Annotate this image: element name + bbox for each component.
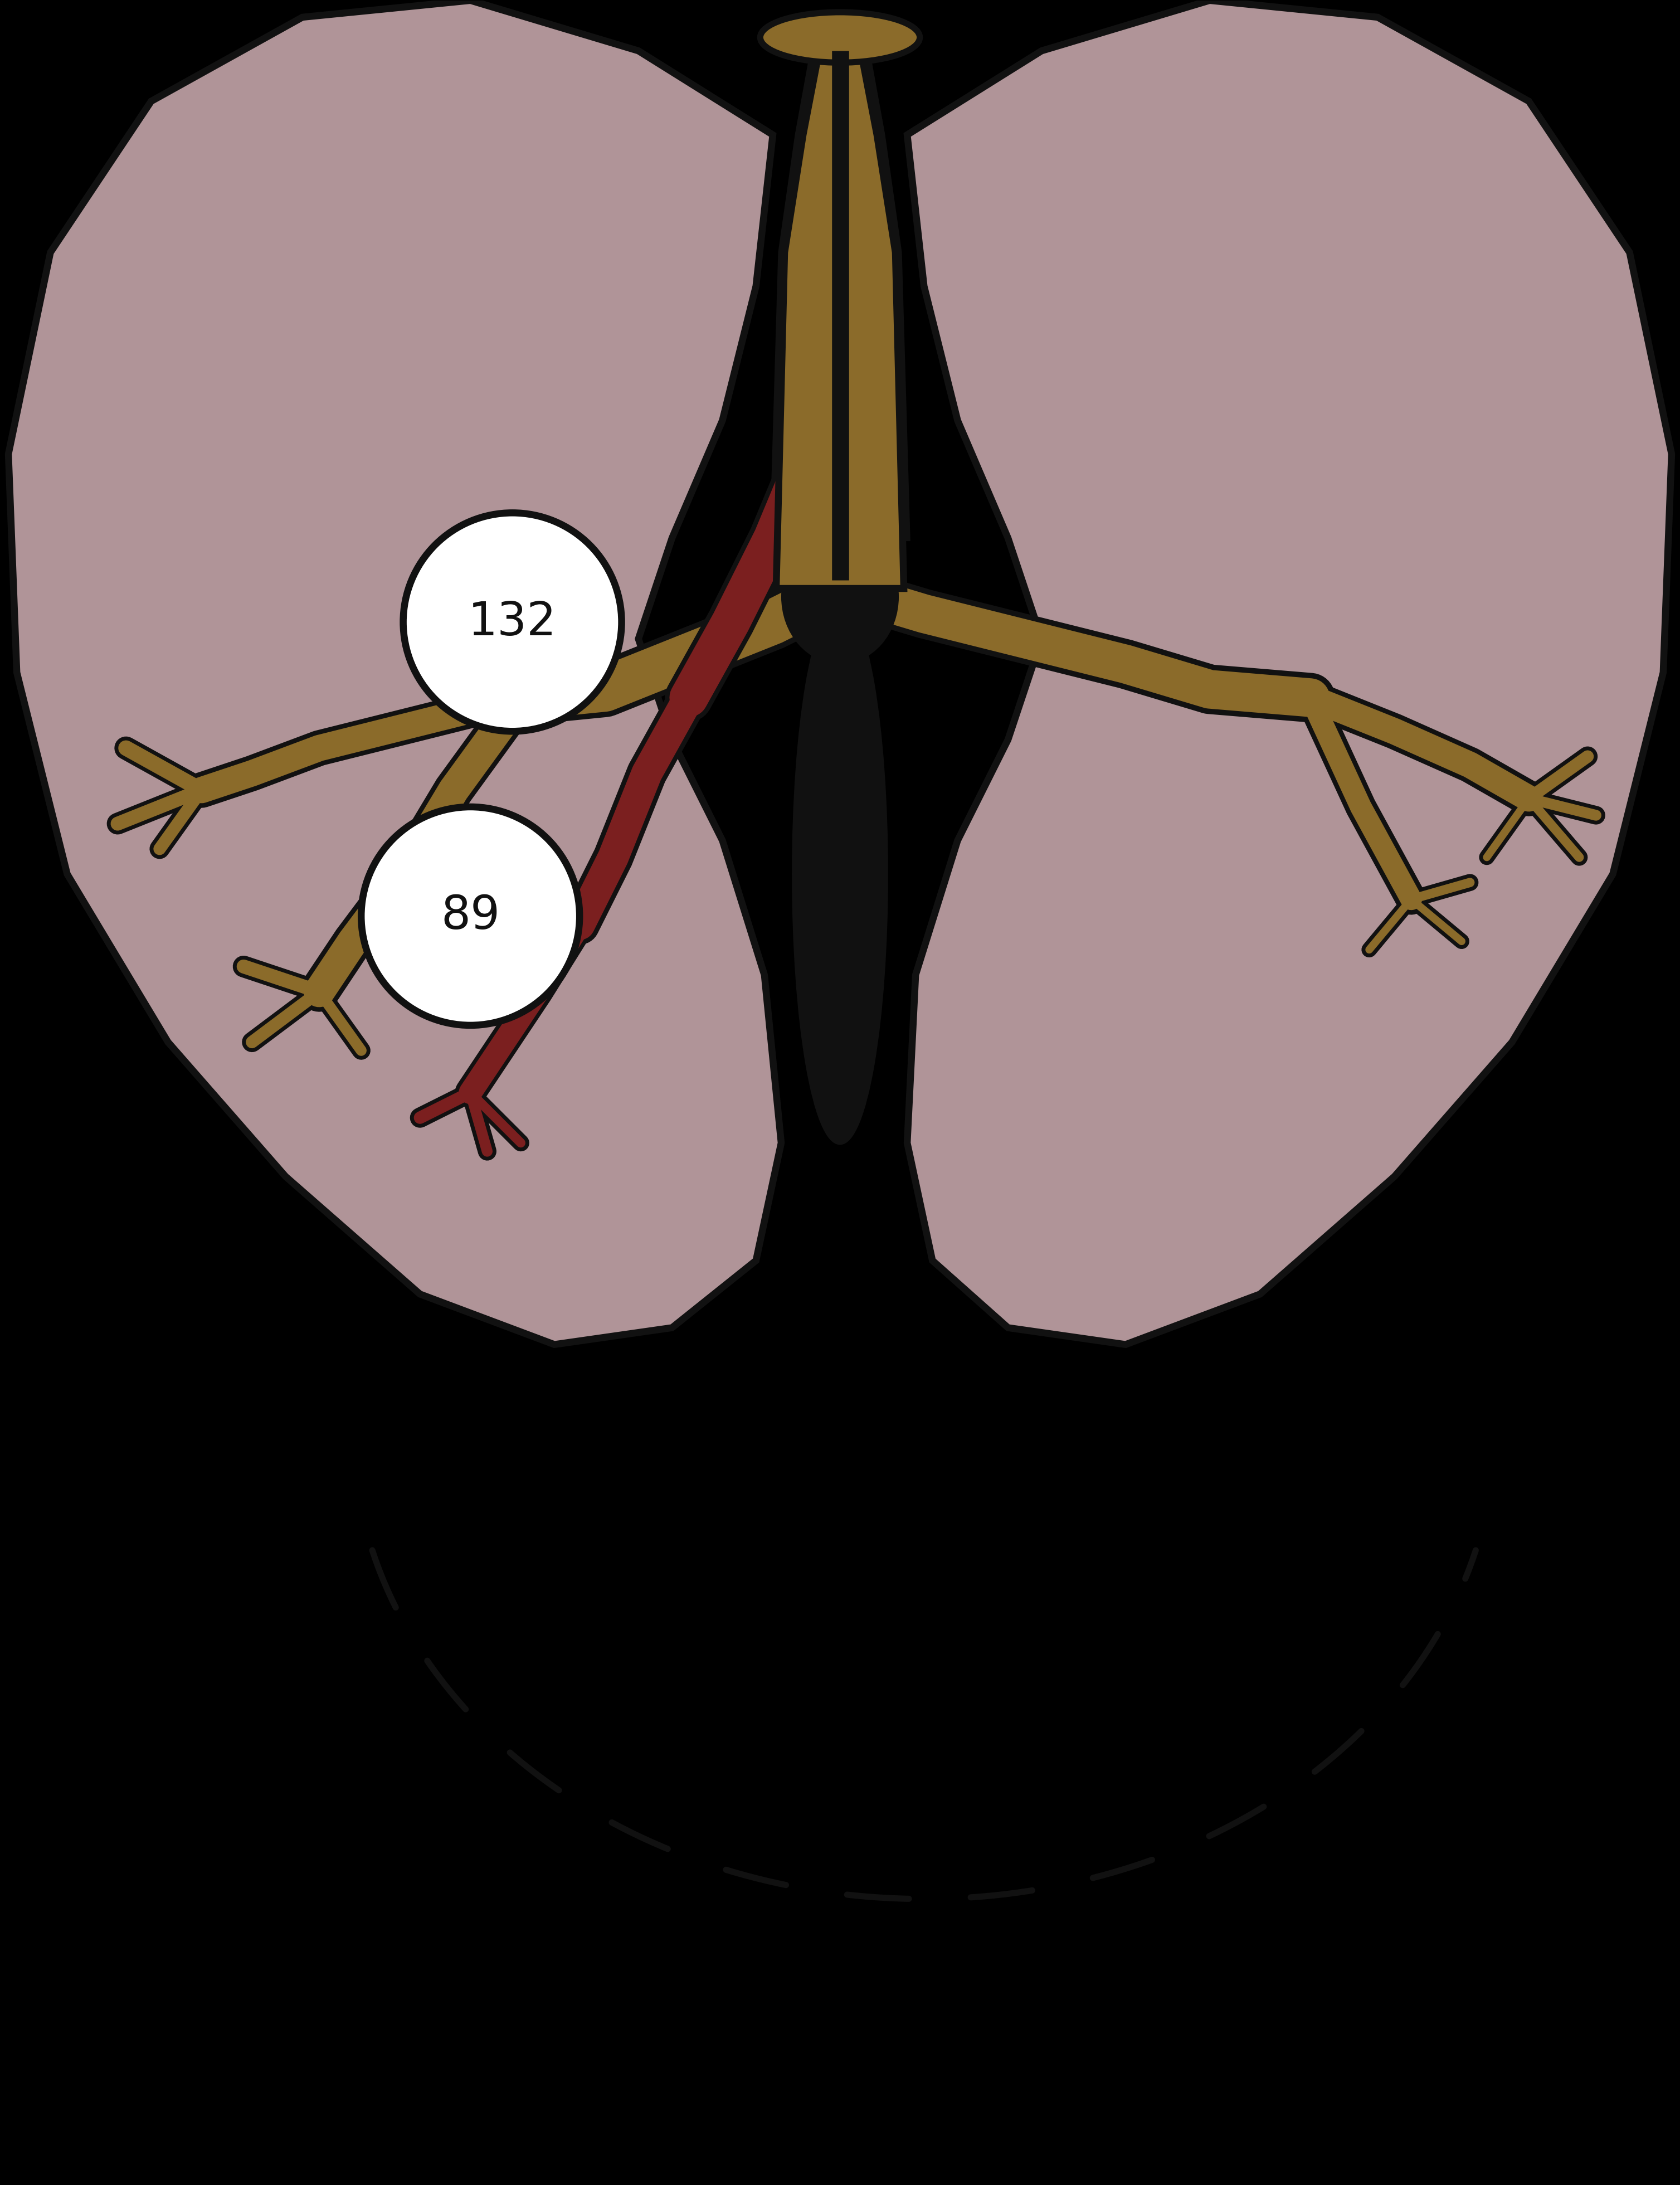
- Ellipse shape: [795, 605, 887, 1143]
- Ellipse shape: [764, 13, 916, 55]
- Ellipse shape: [759, 13, 921, 63]
- Ellipse shape: [781, 529, 899, 664]
- Polygon shape: [8, 0, 781, 1344]
- Polygon shape: [907, 0, 1672, 1344]
- Circle shape: [403, 513, 622, 732]
- Text: 132: 132: [469, 599, 556, 645]
- Polygon shape: [773, 26, 907, 538]
- Circle shape: [361, 806, 580, 1025]
- Polygon shape: [776, 31, 904, 588]
- Text: 89: 89: [440, 894, 501, 940]
